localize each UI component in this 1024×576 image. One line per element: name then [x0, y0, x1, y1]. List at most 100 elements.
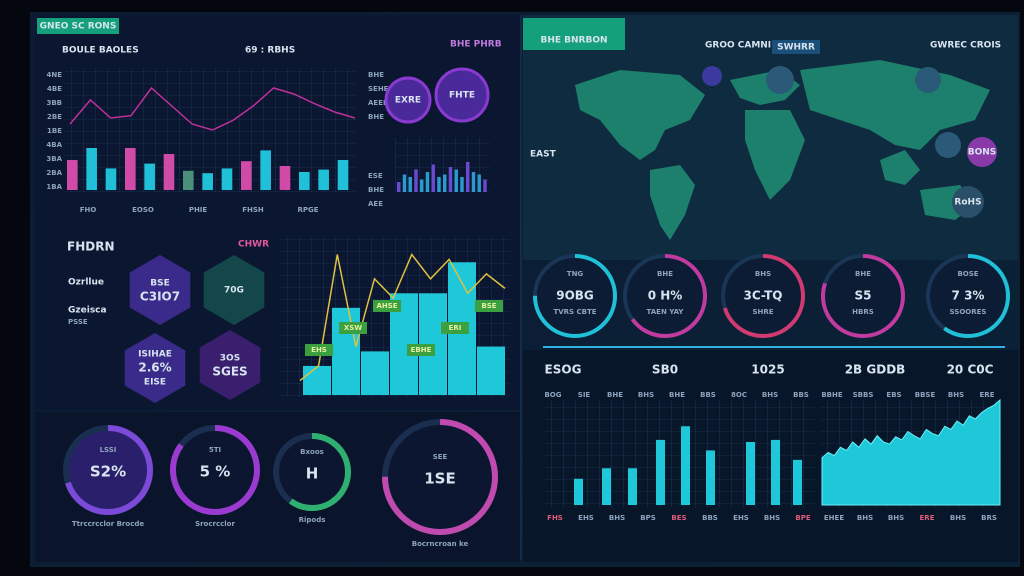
- col-label: EBS: [886, 391, 901, 399]
- side-label: BHE: [368, 113, 384, 121]
- x-label: BHS: [857, 514, 873, 522]
- kpi-hex-text: BSE: [150, 279, 170, 289]
- x-label: BBS: [702, 514, 718, 522]
- col-label: BBS: [700, 391, 716, 399]
- ring-top: TNG: [567, 270, 584, 278]
- x-label: RPGE: [297, 206, 318, 214]
- kpi-circle: [384, 76, 432, 124]
- mini-bar: [402, 174, 407, 192]
- y-label: 1BE: [47, 127, 62, 135]
- y-label: 4BA: [46, 141, 62, 149]
- bar: [681, 426, 690, 505]
- x-label: BHS: [888, 514, 904, 522]
- tag: [37, 18, 119, 34]
- mini-bar: [448, 167, 453, 192]
- ring-value: 3C-TQ: [743, 289, 782, 303]
- kpi-hex-text: 3OS: [220, 354, 240, 364]
- mini-bar: [466, 162, 470, 192]
- ring-top: BHE: [657, 270, 673, 278]
- kpi-hex: [203, 255, 265, 325]
- kpi-circle: [434, 67, 490, 123]
- ring-top: BOSE: [957, 270, 978, 278]
- ring-bottom: SSOORES: [950, 308, 987, 316]
- col-label: SIE: [578, 391, 591, 399]
- bar: [86, 148, 97, 190]
- y-label: 2BA: [46, 169, 62, 177]
- gauge-label: SEE: [433, 453, 448, 461]
- pin: [967, 137, 997, 167]
- bar: [221, 168, 233, 190]
- mini-bar: [397, 182, 401, 192]
- mini-bar: [431, 164, 435, 192]
- ring-value: 7 3%: [952, 289, 985, 303]
- bar: [628, 468, 637, 505]
- bar: [332, 307, 360, 395]
- col-label: BBSE: [915, 391, 936, 399]
- big-line: [299, 253, 506, 382]
- side-label: BHE: [368, 186, 384, 194]
- ring-value: 0 H%: [648, 289, 683, 303]
- x-label: EHS: [578, 514, 594, 522]
- map-title: GROO CAMNI: [705, 41, 771, 51]
- gauge-caption: Srocrcclor: [195, 520, 235, 528]
- kpi-title: FHDRN: [67, 240, 114, 254]
- col-label: BHS: [638, 391, 654, 399]
- tag-text: BSE: [481, 302, 496, 310]
- x-label: BHS: [950, 514, 966, 522]
- mini-bar: [471, 172, 476, 192]
- gauge-arc: [63, 425, 153, 515]
- x-label: EHEE: [824, 514, 844, 522]
- ring-value: 9OBG: [556, 289, 594, 303]
- gauge-value: 5 %: [200, 463, 231, 481]
- ring-arc: [821, 254, 905, 338]
- bar: [67, 160, 78, 190]
- kpi-hex: [199, 330, 261, 400]
- bars-grid: [545, 400, 815, 508]
- ring-top: BHS: [755, 270, 771, 278]
- col-label: BOG: [544, 391, 561, 399]
- mini-bar: [477, 174, 481, 192]
- mini-bar: [420, 179, 424, 192]
- kpi-circle-label: EXRE: [395, 96, 421, 106]
- x-label: BHS: [764, 514, 780, 522]
- pin: [766, 66, 794, 94]
- bar: [299, 172, 310, 190]
- mini-bar: [443, 174, 447, 192]
- bar: [105, 168, 117, 190]
- stat: ESOG: [545, 363, 582, 377]
- tag: [373, 300, 401, 312]
- x-label: BPE: [795, 514, 810, 522]
- gauge-arc: [170, 425, 260, 515]
- ring-bottom: TAEN YAY: [647, 308, 685, 316]
- bar: [163, 154, 175, 190]
- side-label: AEE: [368, 200, 383, 208]
- gauge-label: 5TI: [209, 446, 221, 454]
- tag: [475, 300, 503, 312]
- tag-text: GNEO SC RONS: [40, 22, 117, 32]
- bar: [771, 439, 780, 505]
- tag: [523, 18, 625, 50]
- mini-bar: [454, 169, 458, 192]
- ring-arc: [721, 254, 805, 338]
- trend-line: [69, 86, 356, 131]
- bar: [144, 163, 155, 190]
- ring-value: S5: [855, 289, 872, 303]
- gauge-label: Bxoos: [300, 448, 324, 456]
- x-label: BHS: [609, 514, 625, 522]
- gauge-value: H: [306, 465, 319, 483]
- kpi-hex-text: EISE: [144, 378, 166, 388]
- bar: [793, 459, 802, 505]
- kpi-hex-text: SGES: [212, 365, 247, 379]
- bar: [602, 468, 611, 505]
- x-label: BRS: [981, 514, 997, 522]
- pin: [915, 67, 941, 93]
- bar: [260, 150, 271, 190]
- bar: [183, 170, 194, 190]
- col-label: BHE: [669, 391, 685, 399]
- x-label: FHSH: [242, 206, 264, 214]
- ring-bottom: HBRS: [852, 308, 874, 316]
- area: [821, 398, 1001, 506]
- col-label: BBHE: [821, 391, 843, 399]
- x-label: BPS: [640, 514, 656, 522]
- x-label: FHS: [547, 514, 563, 522]
